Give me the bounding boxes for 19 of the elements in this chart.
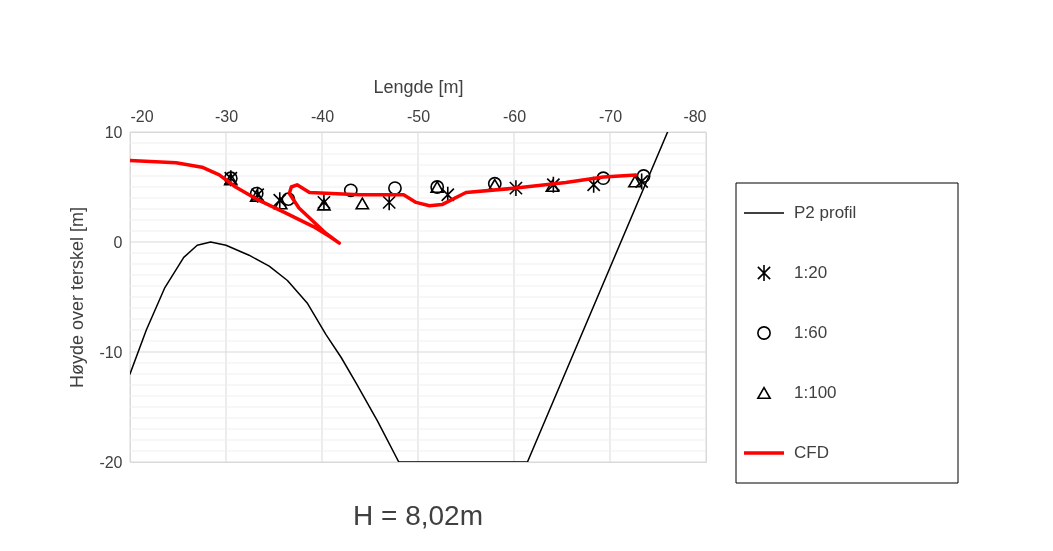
x-tick-label: -50 xyxy=(406,107,431,125)
x-tick-label: -20 xyxy=(130,107,154,125)
legend-label: 1:20 xyxy=(794,263,828,282)
text: H = 8,02m xyxy=(353,500,483,531)
legend-label: 1:100 xyxy=(794,383,837,402)
y-tick-label: 0 xyxy=(113,233,123,251)
y-axis-title: Høyde over terskel [m] xyxy=(67,206,88,389)
x-tick-label: -30 xyxy=(214,107,239,125)
x-tick-label: -40 xyxy=(310,107,335,125)
x-tick-label: -60 xyxy=(502,107,527,125)
y-tick-label: -20 xyxy=(99,453,123,471)
y-tick-label: -10 xyxy=(99,343,123,361)
legend-label: CFD xyxy=(794,443,829,462)
x-axis-title: Lengde [m] xyxy=(373,76,464,97)
x-tick-label: -80 xyxy=(683,107,707,125)
y-tick-label: 10 xyxy=(104,123,123,141)
legend-label: 1:60 xyxy=(794,323,828,342)
legend-label: P2 profil xyxy=(794,203,857,222)
x-tick-label: -70 xyxy=(598,107,623,125)
